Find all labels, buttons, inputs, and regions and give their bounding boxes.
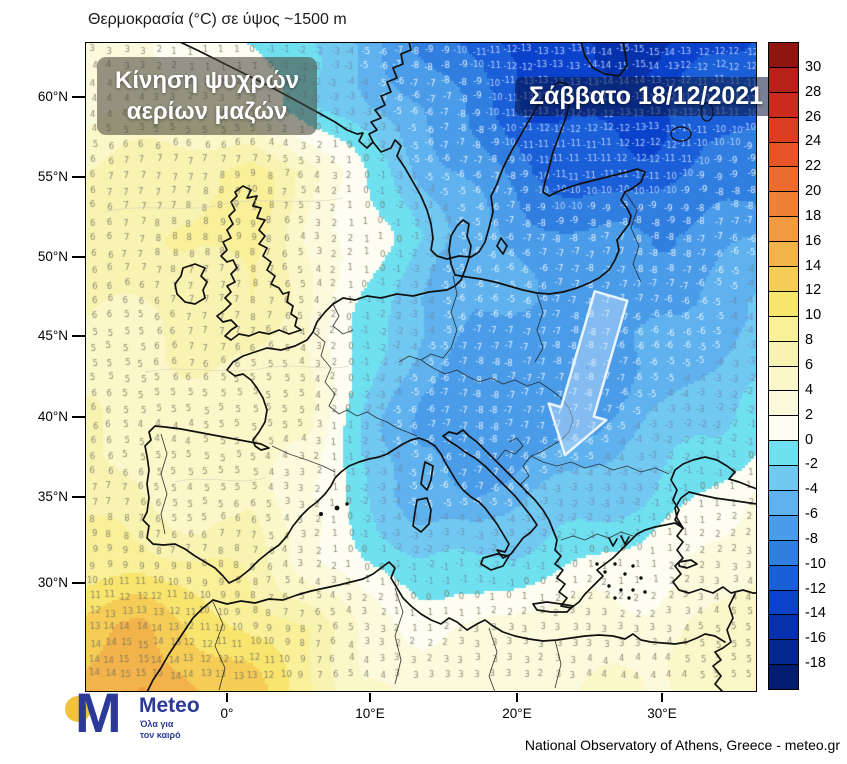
colorbar-segment: [769, 192, 798, 218]
colorbar-tick-label: 14: [805, 257, 822, 274]
lat-tick: [72, 176, 85, 178]
lat-tick-label: 40°N: [37, 409, 68, 424]
colorbar-segment: [769, 316, 798, 342]
colorbar-segment: [769, 391, 798, 417]
colorbar-tick-label: 22: [805, 158, 822, 175]
colorbar-segment: [769, 441, 798, 467]
colorbar-tick-label: -10: [805, 555, 826, 572]
colorbar-segment: [769, 565, 798, 591]
lon-tick-label: 20°E: [502, 706, 532, 721]
colorbar-tick-label: 2: [805, 406, 814, 423]
colorbar-tick-label: -14: [805, 605, 826, 622]
lat-tick: [72, 416, 85, 418]
colorbar-segment: [769, 640, 798, 666]
colorbar-tick-label: -4: [805, 481, 818, 498]
attribution-text: National Observatory of Athens, Greece -…: [524, 737, 840, 753]
colorbar-segment: [769, 366, 798, 392]
colorbar-tick-label: -8: [805, 530, 818, 547]
colorbar-segment: [769, 615, 798, 641]
colorbar-tick-label: -16: [805, 630, 826, 647]
lat-tick-label: 45°N: [37, 328, 68, 343]
lat-tick: [72, 496, 85, 498]
colorbar-tick-label: 0: [805, 431, 814, 448]
cold-air-arrow: [547, 290, 629, 457]
date-box: Σάββατο 18/12/2021: [515, 77, 778, 116]
lat-tick: [72, 335, 85, 337]
colorbar-tick-label: -2: [805, 456, 818, 473]
colorbar-tick-label: 16: [805, 232, 822, 249]
country-borders: [160, 191, 670, 692]
colorbar-segment: [769, 43, 798, 68]
lat-tick: [72, 256, 85, 258]
logo-sun-icon: [65, 696, 91, 722]
colorbar-segment: [769, 291, 798, 317]
colorbar-segment: [769, 217, 798, 243]
logo-m-letter: M: [75, 681, 122, 744]
colorbar-segment: [769, 167, 798, 193]
colorbar-segment: [769, 540, 798, 566]
colorbar-tick-label: -18: [805, 655, 826, 672]
colorbar-segment: [769, 92, 798, 118]
lat-tick: [72, 582, 85, 584]
colorbar-tick-label: 18: [805, 207, 822, 224]
colorbar-tick-label: 28: [805, 83, 822, 100]
colorbar-segment: [769, 117, 798, 143]
map-overlay: [104, 42, 757, 692]
terrain-contours: [104, 197, 350, 483]
colorbar-segment: [769, 491, 798, 516]
lon-tick-label: 10°E: [355, 706, 385, 721]
lat-tick-label: 60°N: [37, 89, 68, 104]
colorbar-tick-label: 6: [805, 357, 814, 373]
colorbar: [768, 42, 799, 690]
colorbar-segment: [769, 515, 798, 541]
logo-tagline-line2: τον καιρό: [140, 730, 181, 741]
colorbar-tick-label: 26: [805, 108, 822, 125]
colorbar-segment: [769, 416, 798, 442]
lat-tick-label: 30°N: [37, 575, 68, 590]
annotation-line2: αερίων μαζών: [126, 98, 288, 126]
colorbar-tick-label: 4: [805, 381, 814, 398]
colorbar-tick-label: 8: [805, 332, 814, 349]
lon-tick: [369, 693, 371, 702]
colorbar-segment: [769, 590, 798, 616]
small-islands: [319, 502, 647, 600]
colorbar-segment: [769, 341, 798, 367]
colorbar-tick-label: 24: [805, 133, 822, 150]
colorbar-segment: [769, 665, 798, 690]
map-area: Κίνηση ψυχρών αερίων μαζών Σάββατο 18/12…: [85, 42, 778, 692]
lon-tick-label: 0°: [220, 706, 234, 721]
colorbar-tick-label: -6: [805, 506, 818, 523]
colorbar-segment: [769, 142, 798, 168]
colorbar-segment: [769, 242, 798, 268]
lon-tick: [661, 693, 663, 702]
page-title: Θερμοκρασία (°C) σε ύψος ~1500 m: [88, 11, 347, 28]
meteo-logo: M Meteo Όλα για τον καιρό: [55, 681, 275, 758]
lat-tick-label: 35°N: [37, 489, 68, 504]
lat-tick-label: 55°N: [37, 169, 68, 184]
lat-tick-label: 50°N: [37, 249, 68, 264]
lon-tick: [226, 693, 228, 702]
colorbar-segment: [769, 267, 798, 292]
logo-brand-name: Meteo: [139, 694, 200, 717]
annotation-line1: Κίνηση ψυχρών: [115, 67, 300, 94]
coastlines: [142, 42, 757, 692]
colorbar-tick-label: 10: [805, 307, 822, 324]
logo-tagline: Όλα για τον καιρό: [140, 719, 181, 742]
logo-tagline-line1: Όλα για: [140, 719, 174, 729]
colorbar-tick-label: 30: [805, 58, 822, 75]
lon-tick-label: 30°E: [647, 706, 677, 721]
colorbar-tick-label: -12: [805, 580, 826, 597]
annotation-box: Κίνηση ψυχρών αερίων μαζών: [97, 57, 318, 136]
colorbar-segment: [769, 67, 798, 93]
lon-tick: [516, 693, 518, 702]
lat-tick: [72, 96, 85, 98]
colorbar-tick-label: 12: [805, 282, 822, 299]
colorbar-tick-label: 20: [805, 183, 822, 200]
colorbar-segment: [769, 466, 798, 492]
temperature-field-canvas: [85, 42, 757, 692]
